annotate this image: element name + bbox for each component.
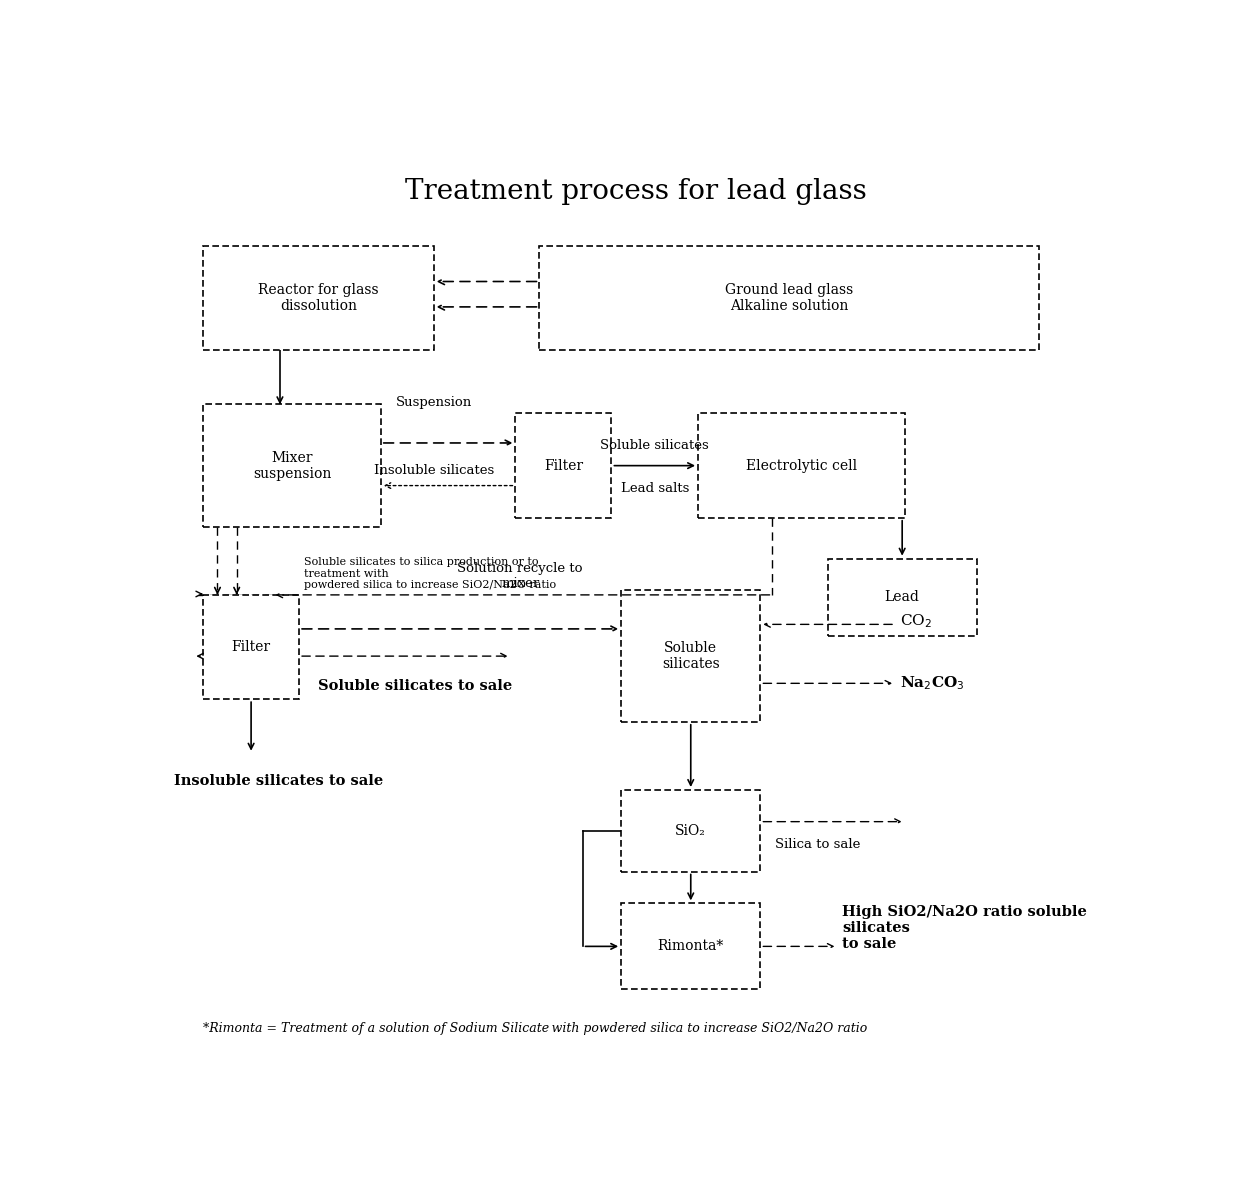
Bar (621, 904, 760, 990)
Text: Silica to sale: Silica to sale (775, 838, 861, 851)
Text: *Rimonta = Treatment of a solution of Sodium Silicate with powdered silica to in: *Rimonta = Treatment of a solution of So… (203, 1023, 867, 1035)
Text: Electrolytic cell: Electrolytic cell (745, 458, 857, 472)
Text: Soluble silicates to sale: Soluble silicates to sale (319, 679, 512, 693)
Text: CO$_2$: CO$_2$ (900, 613, 931, 630)
Text: Treatment process for lead glass: Treatment process for lead glass (404, 178, 867, 205)
Text: Solution recycle to
mixer: Solution recycle to mixer (458, 562, 583, 590)
Text: Filter: Filter (232, 640, 270, 654)
Text: Insoluble silicates: Insoluble silicates (373, 464, 494, 477)
Text: Rimonta*: Rimonta* (657, 939, 724, 953)
Text: Suspension: Suspension (396, 396, 471, 409)
Text: Soluble silicates: Soluble silicates (600, 439, 709, 452)
Text: Filter: Filter (544, 458, 583, 472)
Text: Lead: Lead (885, 590, 920, 604)
Bar (621, 790, 760, 872)
Text: SiO₂: SiO₂ (676, 823, 707, 838)
Text: Soluble silicates to silica production or to
treatment with
powdered silica to i: Soluble silicates to silica production o… (304, 557, 556, 590)
Bar (516, 413, 611, 518)
Bar (698, 413, 904, 518)
Text: Lead salts: Lead salts (620, 482, 689, 495)
Bar (203, 595, 299, 700)
Bar (203, 246, 434, 350)
Text: Na$_2$CO$_3$: Na$_2$CO$_3$ (900, 675, 965, 693)
Bar (203, 404, 381, 527)
Text: High SiO2/Na2O ratio soluble
silicates
to sale: High SiO2/Na2O ratio soluble silicates t… (842, 905, 1087, 952)
Text: Insoluble silicates to sale: Insoluble silicates to sale (174, 774, 383, 788)
Text: Reactor for glass
dissolution: Reactor for glass dissolution (258, 283, 378, 313)
Bar (539, 246, 1039, 350)
Bar (828, 558, 977, 636)
Text: Soluble
silicates: Soluble silicates (662, 641, 719, 671)
Text: Ground lead glass
Alkaline solution: Ground lead glass Alkaline solution (725, 283, 853, 313)
Text: Mixer
suspension: Mixer suspension (253, 450, 331, 481)
Bar (621, 590, 760, 722)
